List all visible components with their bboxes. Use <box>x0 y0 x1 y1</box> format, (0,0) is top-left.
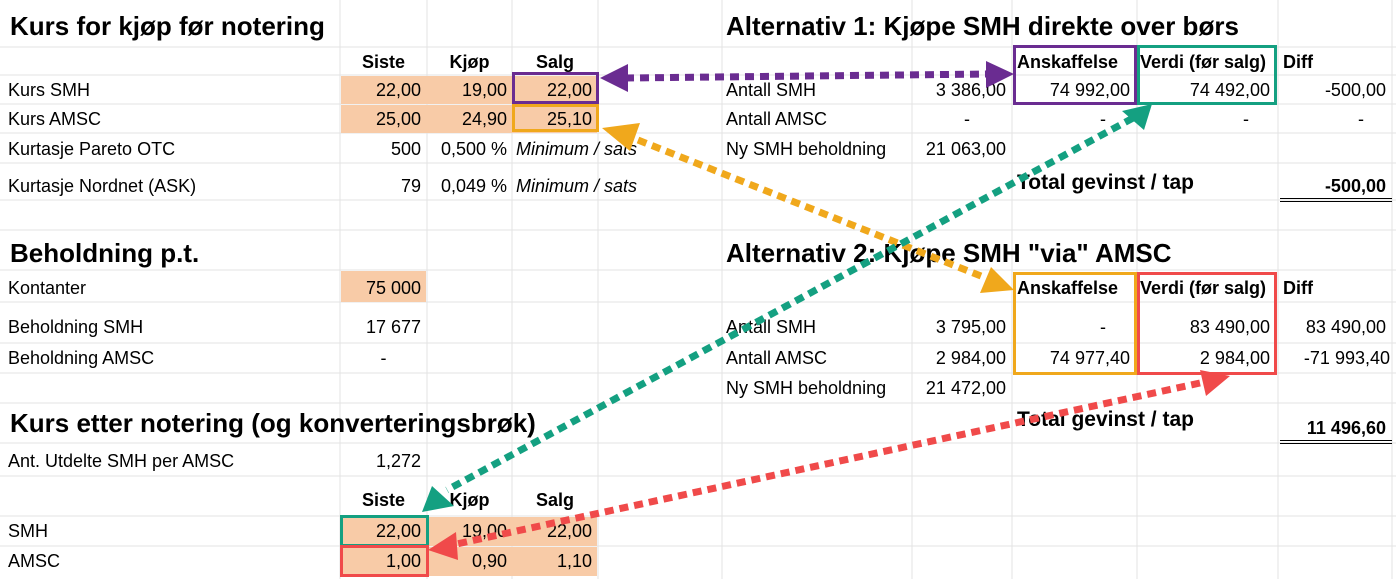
cell-etter-amsc-kjop[interactable]: 0,90 <box>471 551 507 571</box>
col-siste: Siste <box>361 52 406 72</box>
alt2-total-value[interactable]: 11 496,60 <box>1306 418 1386 438</box>
highlight-orange-alt2-anskaffelse <box>1013 272 1137 375</box>
alt1-smh-verdi[interactable]: 74 492,00 <box>1189 80 1270 100</box>
cell-kurs-smh-salg[interactable]: 22,00 <box>546 80 592 100</box>
section-kurs-for-kjop-title: Kurs for kjøp før notering <box>10 11 325 41</box>
highlight-purple-alt1-anskaffelse <box>1013 45 1137 105</box>
alt2-amsc-verdi[interactable]: 2 984,00 <box>1199 348 1270 368</box>
alt1-col-diff: Diff <box>1283 52 1313 72</box>
cell-kurs-smh-kjop[interactable]: 19,00 <box>461 80 507 100</box>
alt1-row-ny-label[interactable]: Ny SMH beholdning <box>726 139 887 159</box>
cell-etter-smh-siste[interactable]: 22,00 <box>375 521 421 541</box>
cell-kurtasje-pareto-sats[interactable]: 0,500 % <box>440 139 507 159</box>
row-kurtasje-pareto-label[interactable]: Kurtasje Pareto OTC <box>8 139 176 159</box>
cell-kurtasje-nordnet-min[interactable]: 79 <box>400 176 421 196</box>
fill-kurs-smh <box>341 76 597 104</box>
alt1-row-smh-label[interactable]: Antall SMH <box>726 80 817 100</box>
alt2-ny-beholdning[interactable]: 21 472,00 <box>925 378 1006 398</box>
row-kurtasje-nordnet-label[interactable]: Kurtasje Nordnet (ASK) <box>8 176 197 196</box>
alt1-smh-anskaffelse[interactable]: 74 992,00 <box>1049 80 1130 100</box>
row-kontanter-label[interactable]: Kontanter <box>8 278 87 298</box>
alt2-title: Alternativ 2: Kjøpe SMH "via" AMSC <box>726 238 1172 268</box>
col-kjop: Kjøp <box>449 52 490 72</box>
highlight-teal-alt1-verdi <box>1137 45 1277 105</box>
col-kjop-2: Kjøp <box>449 490 490 510</box>
alt2-smh-verdi[interactable]: 83 490,00 <box>1189 317 1270 337</box>
alt1-smh-diff[interactable]: -500,00 <box>1324 80 1386 100</box>
section-kurs-etter-title: Kurs etter notering (og konverteringsbrø… <box>10 408 536 438</box>
alt1-smh-antall[interactable]: 3 386,00 <box>935 80 1006 100</box>
row-beholdning-amsc-label[interactable]: Beholdning AMSC <box>8 348 155 368</box>
highlight-red-etter-amsc-siste <box>340 545 429 577</box>
cell-kurs-amsc-kjop[interactable]: 24,90 <box>461 109 507 129</box>
alt1-total-value[interactable]: -500,00 <box>1324 176 1386 196</box>
row-beholdning-smh-label[interactable]: Beholdning SMH <box>8 317 144 337</box>
alt2-total-underline-2 <box>1280 443 1392 444</box>
cell-beholdning-amsc[interactable]: - <box>380 348 387 368</box>
alt1-amsc-verdi[interactable]: - <box>1243 109 1249 129</box>
alt1-total-underline <box>1280 198 1392 199</box>
alt1-title: Alternativ 1: Kjøpe SMH direkte over bør… <box>726 11 1239 41</box>
alt1-total-underline-2 <box>1280 201 1392 202</box>
orange-arrowhead-bottom <box>980 267 1014 293</box>
section-beholdning-title: Beholdning p.t. <box>10 238 200 268</box>
fill-kontanter <box>341 271 426 302</box>
cell-etter-smh-salg[interactable]: 22,00 <box>546 521 592 541</box>
highlight-orange-kurs-amsc-salg <box>512 104 599 132</box>
purple-arrowhead-left <box>600 64 628 92</box>
alt2-row-amsc-label[interactable]: Antall AMSC <box>726 348 828 368</box>
cell-etter-amsc-salg[interactable]: 1,10 <box>556 551 592 571</box>
alt1-col-verdi: Verdi (før salg) <box>1140 52 1267 72</box>
purple-arrow-line <box>624 70 991 82</box>
highlight-red-alt2-verdi <box>1137 272 1277 375</box>
row-kurs-smh-label[interactable]: Kurs SMH <box>8 80 91 100</box>
alt1-amsc-anskaffelse[interactable]: - <box>1100 109 1106 129</box>
col-siste-2: Siste <box>361 490 406 510</box>
alt2-row-ny-label[interactable]: Ny SMH beholdning <box>726 378 887 398</box>
cell-kurtasje-pareto-min[interactable]: 500 <box>390 139 421 159</box>
row-kurs-amsc-label[interactable]: Kurs AMSC <box>8 109 102 129</box>
row-ratio-label[interactable]: Ant. Utdelte SMH per AMSC <box>8 451 235 471</box>
row-etter-smh-label[interactable]: SMH <box>8 521 48 541</box>
cell-beholdning-smh[interactable]: 17 677 <box>365 317 421 337</box>
alt1-row-amsc-label[interactable]: Antall AMSC <box>726 109 828 129</box>
alt2-amsc-diff[interactable]: -71 993,40 <box>1303 348 1390 368</box>
alt1-amsc-diff[interactable]: - <box>1358 109 1364 129</box>
col-salg-2: Salg <box>535 490 574 510</box>
row-etter-amsc-label[interactable]: AMSC <box>8 551 61 571</box>
alt2-total-underline <box>1280 440 1392 441</box>
col-salg: Salg <box>535 52 574 72</box>
fill-etter-amsc <box>341 547 597 576</box>
cell-kurs-amsc-siste[interactable]: 25,00 <box>375 109 421 129</box>
alt2-row-smh-label[interactable]: Antall SMH <box>726 317 817 337</box>
highlight-purple-kurs-smh-salg <box>512 72 599 104</box>
alt2-total-label: Total gevinst / tap <box>1017 408 1194 431</box>
alt1-amsc-antall[interactable]: - <box>964 109 970 129</box>
cell-kurtasje-nordnet-note[interactable]: Minimum / sats <box>516 176 638 196</box>
highlight-teal-etter-smh-siste <box>340 515 429 547</box>
alt1-ny-beholdning[interactable]: 21 063,00 <box>925 139 1006 159</box>
alt2-col-verdi: Verdi (før salg) <box>1140 278 1267 298</box>
cell-kontanter[interactable]: 75 000 <box>365 278 421 298</box>
cell-etter-smh-kjop[interactable]: 19,00 <box>461 521 507 541</box>
alt2-smh-antall[interactable]: 3 795,00 <box>935 317 1006 337</box>
alt1-col-anskaffelse: Anskaffelse <box>1017 52 1119 72</box>
cell-etter-amsc-siste[interactable]: 1,00 <box>385 551 421 571</box>
alt1-total-label: Total gevinst / tap <box>1017 171 1194 194</box>
alt2-col-diff: Diff <box>1283 278 1313 298</box>
cell-kurtasje-nordnet-sats[interactable]: 0,049 % <box>440 176 507 196</box>
alt2-smh-diff[interactable]: 83 490,00 <box>1305 317 1386 337</box>
cell-kurs-smh-siste[interactable]: 22,00 <box>375 80 421 100</box>
cell-kurtasje-pareto-note[interactable]: Minimum / sats <box>516 139 638 159</box>
alt2-amsc-antall[interactable]: 2 984,00 <box>935 348 1006 368</box>
cell-ratio[interactable]: 1,272 <box>375 451 421 471</box>
